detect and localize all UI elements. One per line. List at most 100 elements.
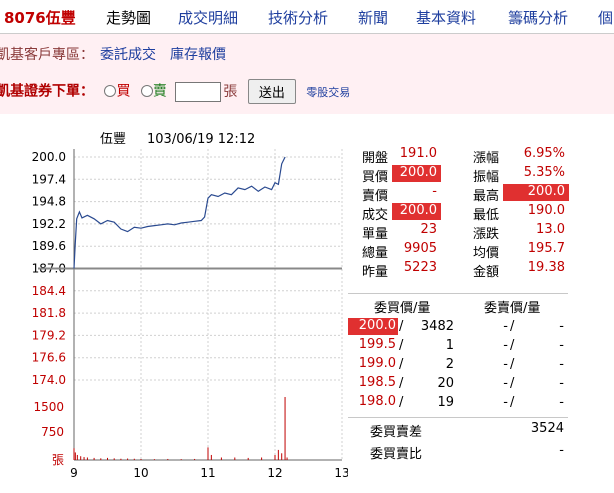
quote-label: 開盤 (362, 151, 389, 166)
book-buy-qty: 20 (437, 376, 454, 391)
client-area-row: 凱基客戶專區： 委託成交 庫存報價 (0, 44, 226, 64)
book-buy-qty: 2 (445, 357, 454, 372)
tab-trend-chart[interactable]: 走勢圖 (106, 9, 152, 27)
sell-radio[interactable] (140, 84, 153, 97)
diff-label: 委買賣差 (370, 425, 423, 440)
book-divider: / (399, 338, 404, 353)
book-sell-price: - (503, 319, 508, 334)
quote-value: 200.0 (503, 184, 569, 201)
buy-radio[interactable] (104, 84, 117, 97)
book-buy-price: 198.0 (358, 394, 396, 409)
book-buy-price: 199.5 (358, 337, 396, 352)
price-line (73, 156, 286, 269)
quote-value: 191.0 (399, 146, 437, 161)
quote-label: 最低 (473, 208, 500, 223)
y-tick-label: 179.2 (32, 328, 66, 342)
quote-label: 昨量 (362, 265, 389, 280)
quote-value: 195.7 (527, 241, 565, 256)
quote-value: 200.0 (392, 203, 441, 220)
x-tick-label: 13 (334, 466, 348, 480)
book-buy-qty: 3482 (420, 319, 454, 334)
book-divider: / (510, 319, 515, 334)
quote-label: 單量 (362, 227, 389, 242)
quote-label: 買價 (362, 170, 389, 185)
quote-separator (348, 293, 568, 294)
quote-label: 賣價 (362, 189, 389, 204)
quote-value: 190.0 (527, 203, 565, 218)
quote-panel: 開盤 191.0 漲幅 6.95% 買價 200.0 振幅 5.35% 賣價 - 最高 200.0 成交… (348, 115, 614, 493)
link-inventory[interactable]: 庫存報價 (170, 47, 226, 63)
tab-news[interactable]: 新聞 (358, 9, 389, 27)
odd-lot-link[interactable]: 零股交易 (306, 85, 351, 99)
unit-label: 張 (223, 83, 238, 100)
quote-label: 振幅 (473, 170, 500, 185)
book-sell-qty: - (559, 395, 564, 410)
book-buy-price: 199.0 (358, 356, 396, 371)
quote-value: 9905 (403, 241, 437, 256)
quote-label: 最高 (473, 189, 500, 204)
y-tick-label: 176.6 (32, 351, 66, 365)
book-buy-price: 198.5 (358, 375, 396, 390)
quote-value: 5223 (403, 260, 437, 275)
ratio-value: - (559, 443, 564, 458)
quote-label: 總量 (362, 246, 389, 261)
book-sell-price: - (503, 357, 508, 372)
quote-value: 13.0 (536, 222, 565, 237)
book-buy-qty: 19 (437, 395, 454, 410)
quote-value: 200.0 (392, 165, 441, 182)
sell-label: 賣 (152, 83, 167, 100)
book-buy-price: 200.0 (348, 318, 398, 335)
book-divider: / (399, 395, 404, 410)
chart-area: 伍豐 103/06/19 12:12 200.0 197.4 194.8 192.2 189… (0, 115, 614, 493)
order-row: 凱基證券下單： 買 賣 張 送出 零股交易 (0, 79, 350, 104)
quote-label: 漲幅 (473, 151, 500, 166)
volume-tick-label: 1500 (33, 400, 64, 414)
x-tick-label: 12 (267, 466, 282, 480)
client-area-label: 凱基客戶專區： (0, 47, 94, 63)
diff-value: 3524 (530, 421, 564, 436)
tab-more[interactable]: 個 (598, 9, 614, 27)
book-header-sell: 委賣價/量 (484, 301, 541, 316)
book-divider: / (399, 376, 404, 391)
link-orders[interactable]: 委託成交 (100, 47, 156, 63)
chart-title: 伍豐 (100, 132, 126, 147)
book-sell-price: - (503, 338, 508, 353)
y-tick-label: 197.4 (32, 172, 66, 186)
volume-tick-label: 750 (41, 425, 64, 439)
quote-value: 19.38 (527, 260, 565, 275)
book-divider: / (510, 395, 515, 410)
tab-basic-info[interactable]: 基本資料 (416, 9, 477, 27)
quote-separator (348, 417, 568, 418)
order-label: 凱基證券下單： (0, 83, 94, 100)
x-tick-label: 10 (133, 466, 148, 480)
tab-technical-analysis[interactable]: 技術分析 (268, 9, 329, 27)
x-tick-label: 11 (200, 466, 215, 480)
y-tick-label: 192.2 (32, 217, 66, 231)
quantity-input[interactable] (175, 81, 222, 102)
book-buy-qty: 1 (445, 338, 454, 353)
intraday-chart: 伍豐 103/06/19 12:12 200.0 197.4 194.8 192.2 189… (32, 132, 348, 480)
book-sell-qty: - (559, 319, 564, 334)
stock-title: 8076伍豐 (4, 9, 76, 27)
chart-datetime: 103/06/19 12:12 (147, 132, 255, 147)
tab-chip-analysis[interactable]: 籌碼分析 (508, 9, 569, 27)
book-divider: / (510, 376, 515, 391)
book-divider: / (510, 338, 515, 353)
book-divider: / (399, 357, 404, 372)
top-nav: 8076伍豐 走勢圖 成交明細 技術分析 新聞 基本資料 籌碼分析 個 (0, 0, 614, 34)
book-sell-qty: - (559, 338, 564, 353)
client-order-band: 凱基客戶專區： 委託成交 庫存報價 凱基證券下單： 買 賣 張 送出 零股交易 (0, 34, 614, 114)
quote-value: 5.35% (523, 165, 565, 180)
quote-value: - (432, 184, 437, 199)
quote-label: 均價 (473, 246, 500, 261)
y-tick-label: 189.6 (32, 239, 66, 253)
y-tick-label: 181.8 (32, 306, 66, 320)
ratio-label: 委買賣比 (370, 447, 423, 462)
tab-trade-details[interactable]: 成交明細 (178, 9, 239, 27)
quote-label: 漲跌 (473, 227, 500, 242)
submit-button[interactable]: 送出 (247, 79, 296, 104)
buy-label: 買 (116, 83, 131, 100)
book-divider: / (510, 357, 515, 372)
x-tick-label: 9 (70, 466, 78, 480)
y-tick-label: 200.0 (32, 150, 66, 164)
